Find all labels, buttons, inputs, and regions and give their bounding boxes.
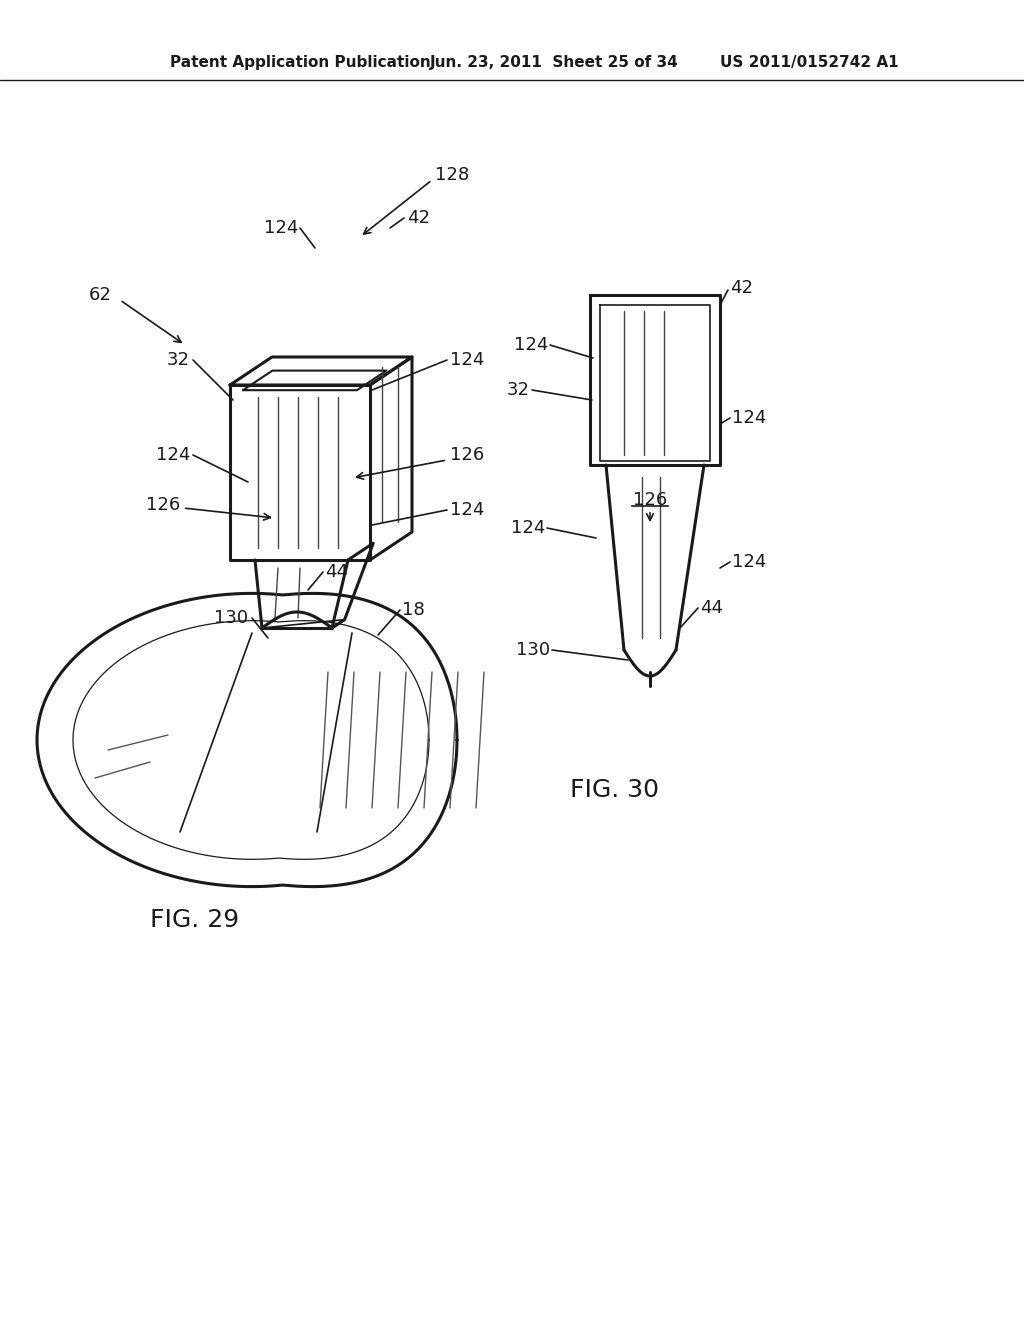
Text: 32: 32 bbox=[507, 381, 530, 399]
Text: 44: 44 bbox=[700, 599, 723, 616]
Text: 130: 130 bbox=[516, 642, 550, 659]
Text: 124: 124 bbox=[732, 409, 766, 426]
Text: FIG. 29: FIG. 29 bbox=[151, 908, 240, 932]
Text: 18: 18 bbox=[402, 601, 425, 619]
Text: 126: 126 bbox=[145, 496, 180, 513]
Text: 126: 126 bbox=[633, 491, 667, 510]
Text: 126: 126 bbox=[450, 446, 484, 465]
Text: Patent Application Publication: Patent Application Publication bbox=[170, 54, 431, 70]
Text: FIG. 30: FIG. 30 bbox=[570, 777, 659, 803]
Text: 44: 44 bbox=[325, 564, 348, 581]
Text: 62: 62 bbox=[88, 286, 112, 304]
Text: 32: 32 bbox=[167, 351, 190, 370]
Text: 124: 124 bbox=[732, 553, 766, 572]
Text: 42: 42 bbox=[730, 279, 753, 297]
Text: 124: 124 bbox=[514, 337, 548, 354]
Text: 130: 130 bbox=[214, 609, 248, 627]
Text: 124: 124 bbox=[450, 351, 484, 370]
Text: 128: 128 bbox=[435, 166, 469, 183]
Text: US 2011/0152742 A1: US 2011/0152742 A1 bbox=[720, 54, 899, 70]
Text: 124: 124 bbox=[263, 219, 298, 238]
Text: Jun. 23, 2011  Sheet 25 of 34: Jun. 23, 2011 Sheet 25 of 34 bbox=[430, 54, 679, 70]
Text: 124: 124 bbox=[511, 519, 545, 537]
Text: 124: 124 bbox=[450, 502, 484, 519]
Text: 42: 42 bbox=[407, 209, 430, 227]
Text: 124: 124 bbox=[156, 446, 190, 465]
